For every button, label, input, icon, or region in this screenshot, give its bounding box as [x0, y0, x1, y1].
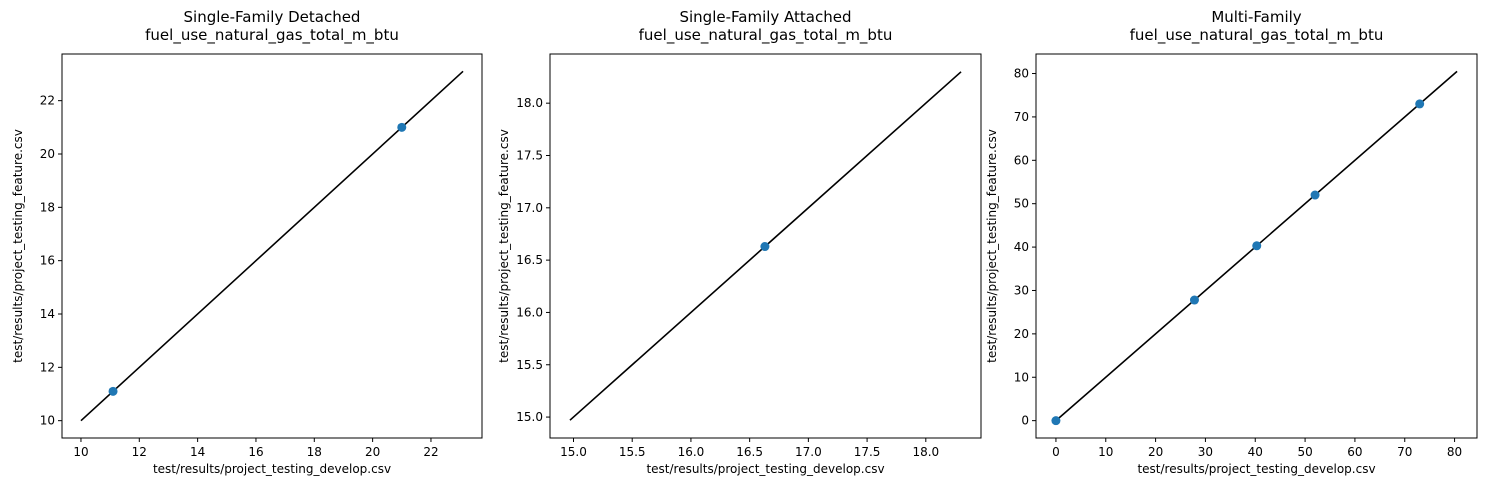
- x-tick-label: 50: [1297, 445, 1312, 459]
- y-tick-label: 17.0: [516, 201, 543, 215]
- x-tick-label: 20: [365, 445, 380, 459]
- x-tick-label: 18: [307, 445, 322, 459]
- y-tick-label: 18.0: [516, 96, 543, 110]
- chart-panel-2: Single-Family Attachedfuel_use_natural_g…: [497, 8, 982, 476]
- y-tick-label: 16: [40, 254, 55, 268]
- x-tick-label: 16: [248, 445, 263, 459]
- y-tick-label: 22: [40, 94, 55, 108]
- x-tick-label: 16.0: [678, 445, 705, 459]
- y-tick-label: 60: [1014, 153, 1029, 167]
- chart-title: Single-Family Attached: [679, 8, 851, 26]
- x-tick-label: 17.0: [795, 445, 822, 459]
- x-tick-label: 40: [1248, 445, 1263, 459]
- y-tick-label: 15.5: [516, 358, 543, 372]
- y-tick-label: 20: [40, 147, 55, 161]
- chart-title: Multi-Family: [1211, 8, 1301, 26]
- chart-subtitle: fuel_use_natural_gas_total_m_btu: [145, 26, 399, 45]
- y-tick-label: 40: [1014, 240, 1029, 254]
- y-tick-label: 14: [40, 307, 55, 321]
- y-tick-label: 10: [40, 414, 55, 428]
- chart-title: Single-Family Detached: [184, 8, 361, 26]
- axes-frame: [61, 53, 483, 439]
- data-point: [1252, 241, 1262, 251]
- data-point: [760, 242, 770, 252]
- chart-panel-1: Single-Family Detachedfuel_use_natural_g…: [11, 8, 483, 476]
- y-tick-label: 15.0: [516, 410, 543, 424]
- y-tick-label: 70: [1014, 110, 1029, 124]
- x-axis-label: test/results/project_testing_develop.csv: [153, 462, 391, 476]
- axes-frame: [549, 53, 982, 439]
- y-tick-label: 18: [40, 200, 55, 214]
- identity-line: [80, 70, 464, 422]
- x-tick-label: 20: [1148, 445, 1163, 459]
- x-tick-label: 70: [1397, 445, 1412, 459]
- x-tick-label: 30: [1198, 445, 1213, 459]
- x-axis-label: test/results/project_testing_develop.csv: [1137, 462, 1375, 476]
- y-tick-label: 12: [40, 360, 55, 374]
- y-axis-label: test/results/project_testing_feature.csv: [497, 129, 511, 363]
- y-axis-label: test/results/project_testing_feature.csv: [985, 129, 999, 363]
- x-tick-label: 0: [1052, 445, 1060, 459]
- data-point: [1189, 295, 1199, 305]
- x-tick-label: 18.0: [912, 445, 939, 459]
- y-tick-label: 17.5: [516, 148, 543, 162]
- x-tick-label: 10: [1098, 445, 1113, 459]
- y-tick-label: 20: [1014, 327, 1029, 341]
- data-point: [1051, 416, 1061, 426]
- x-tick-label: 22: [423, 445, 438, 459]
- x-tick-label: 10: [73, 445, 88, 459]
- y-tick-label: 80: [1014, 67, 1029, 81]
- axes-frame: [1035, 53, 1478, 439]
- data-point: [1310, 190, 1320, 200]
- x-tick-label: 60: [1347, 445, 1362, 459]
- x-tick-label: 17.5: [854, 445, 881, 459]
- data-point: [397, 122, 407, 132]
- chart-panel-3: Multi-Familyfuel_use_natural_gas_total_m…: [985, 8, 1478, 476]
- data-point: [1415, 99, 1425, 109]
- chart-subtitle: fuel_use_natural_gas_total_m_btu: [639, 26, 893, 45]
- y-tick-label: 30: [1014, 283, 1029, 297]
- x-tick-label: 14: [190, 445, 205, 459]
- x-axis-label: test/results/project_testing_develop.csv: [646, 462, 884, 476]
- y-tick-label: 16.5: [516, 253, 543, 267]
- chart-subtitle: fuel_use_natural_gas_total_m_btu: [1130, 26, 1384, 45]
- y-tick-label: 50: [1014, 197, 1029, 211]
- x-tick-label: 12: [132, 445, 147, 459]
- data-point: [108, 386, 118, 396]
- y-axis-label: test/results/project_testing_feature.csv: [11, 129, 25, 363]
- y-tick-label: 16.0: [516, 305, 543, 319]
- x-tick-label: 16.5: [736, 445, 763, 459]
- y-tick-label: 10: [1014, 370, 1029, 384]
- x-tick-label: 80: [1447, 445, 1462, 459]
- y-tick-label: 0: [1021, 414, 1029, 428]
- x-tick-label: 15.0: [560, 445, 587, 459]
- x-tick-label: 15.5: [619, 445, 646, 459]
